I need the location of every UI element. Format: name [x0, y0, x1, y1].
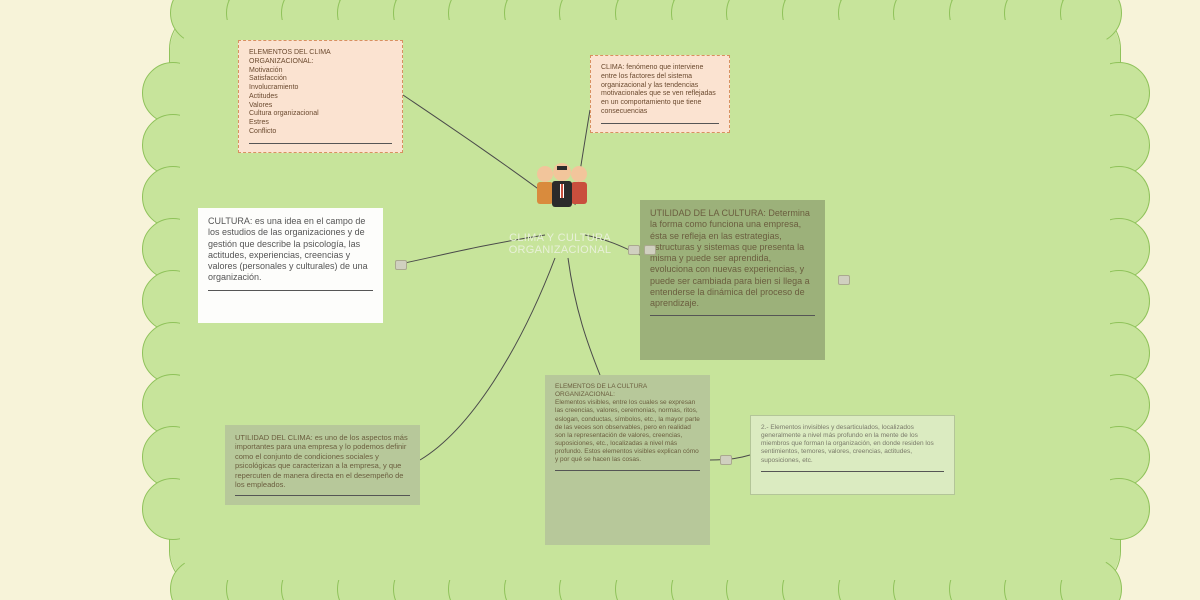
note-icon[interactable] [395, 260, 407, 270]
node-elementos_cultura[interactable]: ELEMENTOS DE LA CULTURA ORGANIZACIONAL: … [545, 375, 710, 545]
note-icon[interactable] [720, 455, 732, 465]
central-title: CLIMA Y CULTURA ORGANIZACIONAL [490, 232, 630, 256]
node-clima_def[interactable]: CLIMA: fenómeno que interviene entre los… [590, 55, 730, 133]
node-utilidad_cultura[interactable]: UTILIDAD DE LA CULTURA: Determina la for… [640, 200, 825, 360]
node-utilidad_clima[interactable]: UTILIDAD DEL CLIMA: es uno de los aspect… [225, 425, 420, 505]
note-icon[interactable] [838, 275, 850, 285]
node-elementos_clima[interactable]: ELEMENTOS DEL CLIMA ORGANIZACIONAL: Moti… [238, 40, 403, 153]
node-elementos_invisibles[interactable]: 2.- Elementos invisibles y desarticulado… [750, 415, 955, 495]
note-icon[interactable] [644, 245, 656, 255]
node-cultura_def[interactable]: CULTURA: es una idea en el campo de los … [198, 208, 383, 323]
note-icon[interactable] [628, 245, 640, 255]
people-icon [527, 160, 597, 210]
